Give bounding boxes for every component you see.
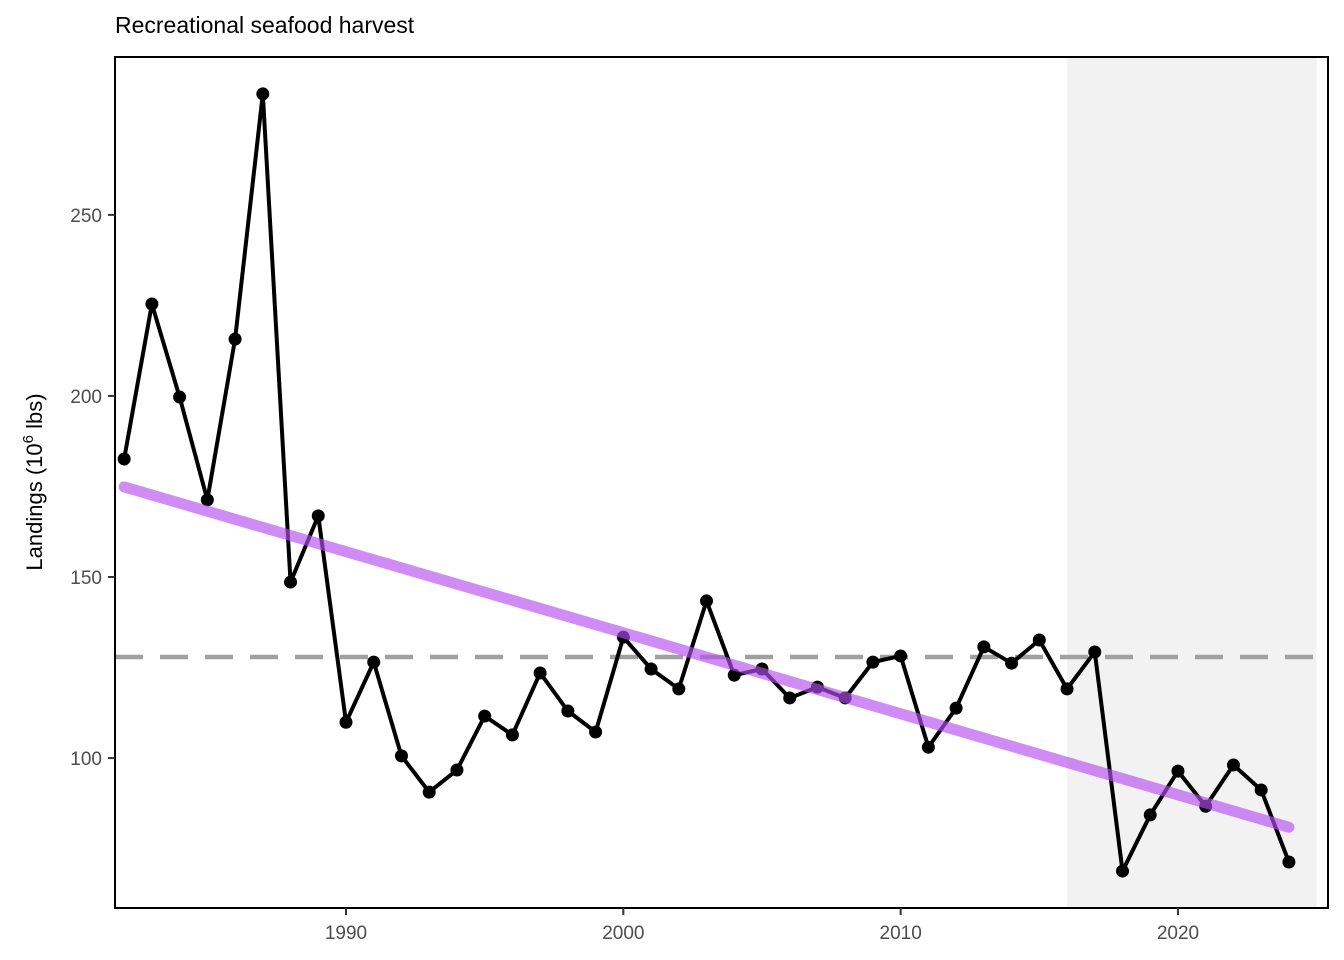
y-tick-label: 150	[70, 568, 102, 589]
data-point	[921, 740, 935, 754]
data-point	[1226, 758, 1240, 772]
data-point	[949, 701, 963, 715]
data-point	[672, 682, 686, 696]
data-point	[505, 728, 519, 742]
data-point	[977, 640, 991, 654]
data-point	[311, 509, 325, 523]
data-point	[478, 709, 492, 723]
data-point	[1254, 783, 1268, 797]
data-point	[561, 704, 575, 718]
data-point	[644, 662, 658, 676]
y-tick-label: 200	[70, 387, 102, 408]
trend-line	[118, 481, 1295, 833]
chart-title: Recreational seafood harvest	[115, 12, 415, 38]
shaded-region	[1067, 57, 1317, 908]
data-point	[1171, 764, 1185, 778]
data-point	[394, 749, 408, 763]
data-point	[866, 655, 880, 669]
data-point	[200, 493, 214, 507]
data-point	[1060, 682, 1074, 696]
data-point	[727, 668, 741, 682]
data-point	[284, 575, 298, 589]
data-point	[1282, 855, 1296, 869]
data-point	[700, 594, 714, 608]
data-point	[589, 725, 603, 739]
x-tick-label: 2010	[880, 923, 922, 944]
data-point	[1143, 808, 1157, 822]
data-point	[228, 332, 242, 346]
data-point	[339, 715, 353, 729]
data-point	[783, 691, 797, 705]
data-point	[256, 87, 270, 101]
data-point	[1088, 645, 1102, 659]
data-point	[173, 390, 187, 404]
data-point	[117, 452, 131, 466]
x-tick-label: 1990	[325, 923, 367, 944]
data-point	[145, 297, 159, 311]
data-point	[422, 785, 436, 799]
x-tick-label: 2000	[602, 923, 644, 944]
data-point	[367, 655, 381, 669]
x-tick-label: 2020	[1157, 923, 1199, 944]
data-point	[1116, 864, 1130, 878]
data-point	[894, 649, 908, 663]
y-axis-label: Landings (106 lbs)	[20, 393, 47, 570]
data-point	[1005, 656, 1019, 670]
y-tick-label: 100	[70, 749, 102, 770]
y-tick-label: 250	[70, 206, 102, 227]
data-point	[533, 666, 547, 680]
data-point	[450, 763, 464, 777]
plot-border	[114, 56, 1329, 909]
data-point	[1032, 633, 1046, 647]
